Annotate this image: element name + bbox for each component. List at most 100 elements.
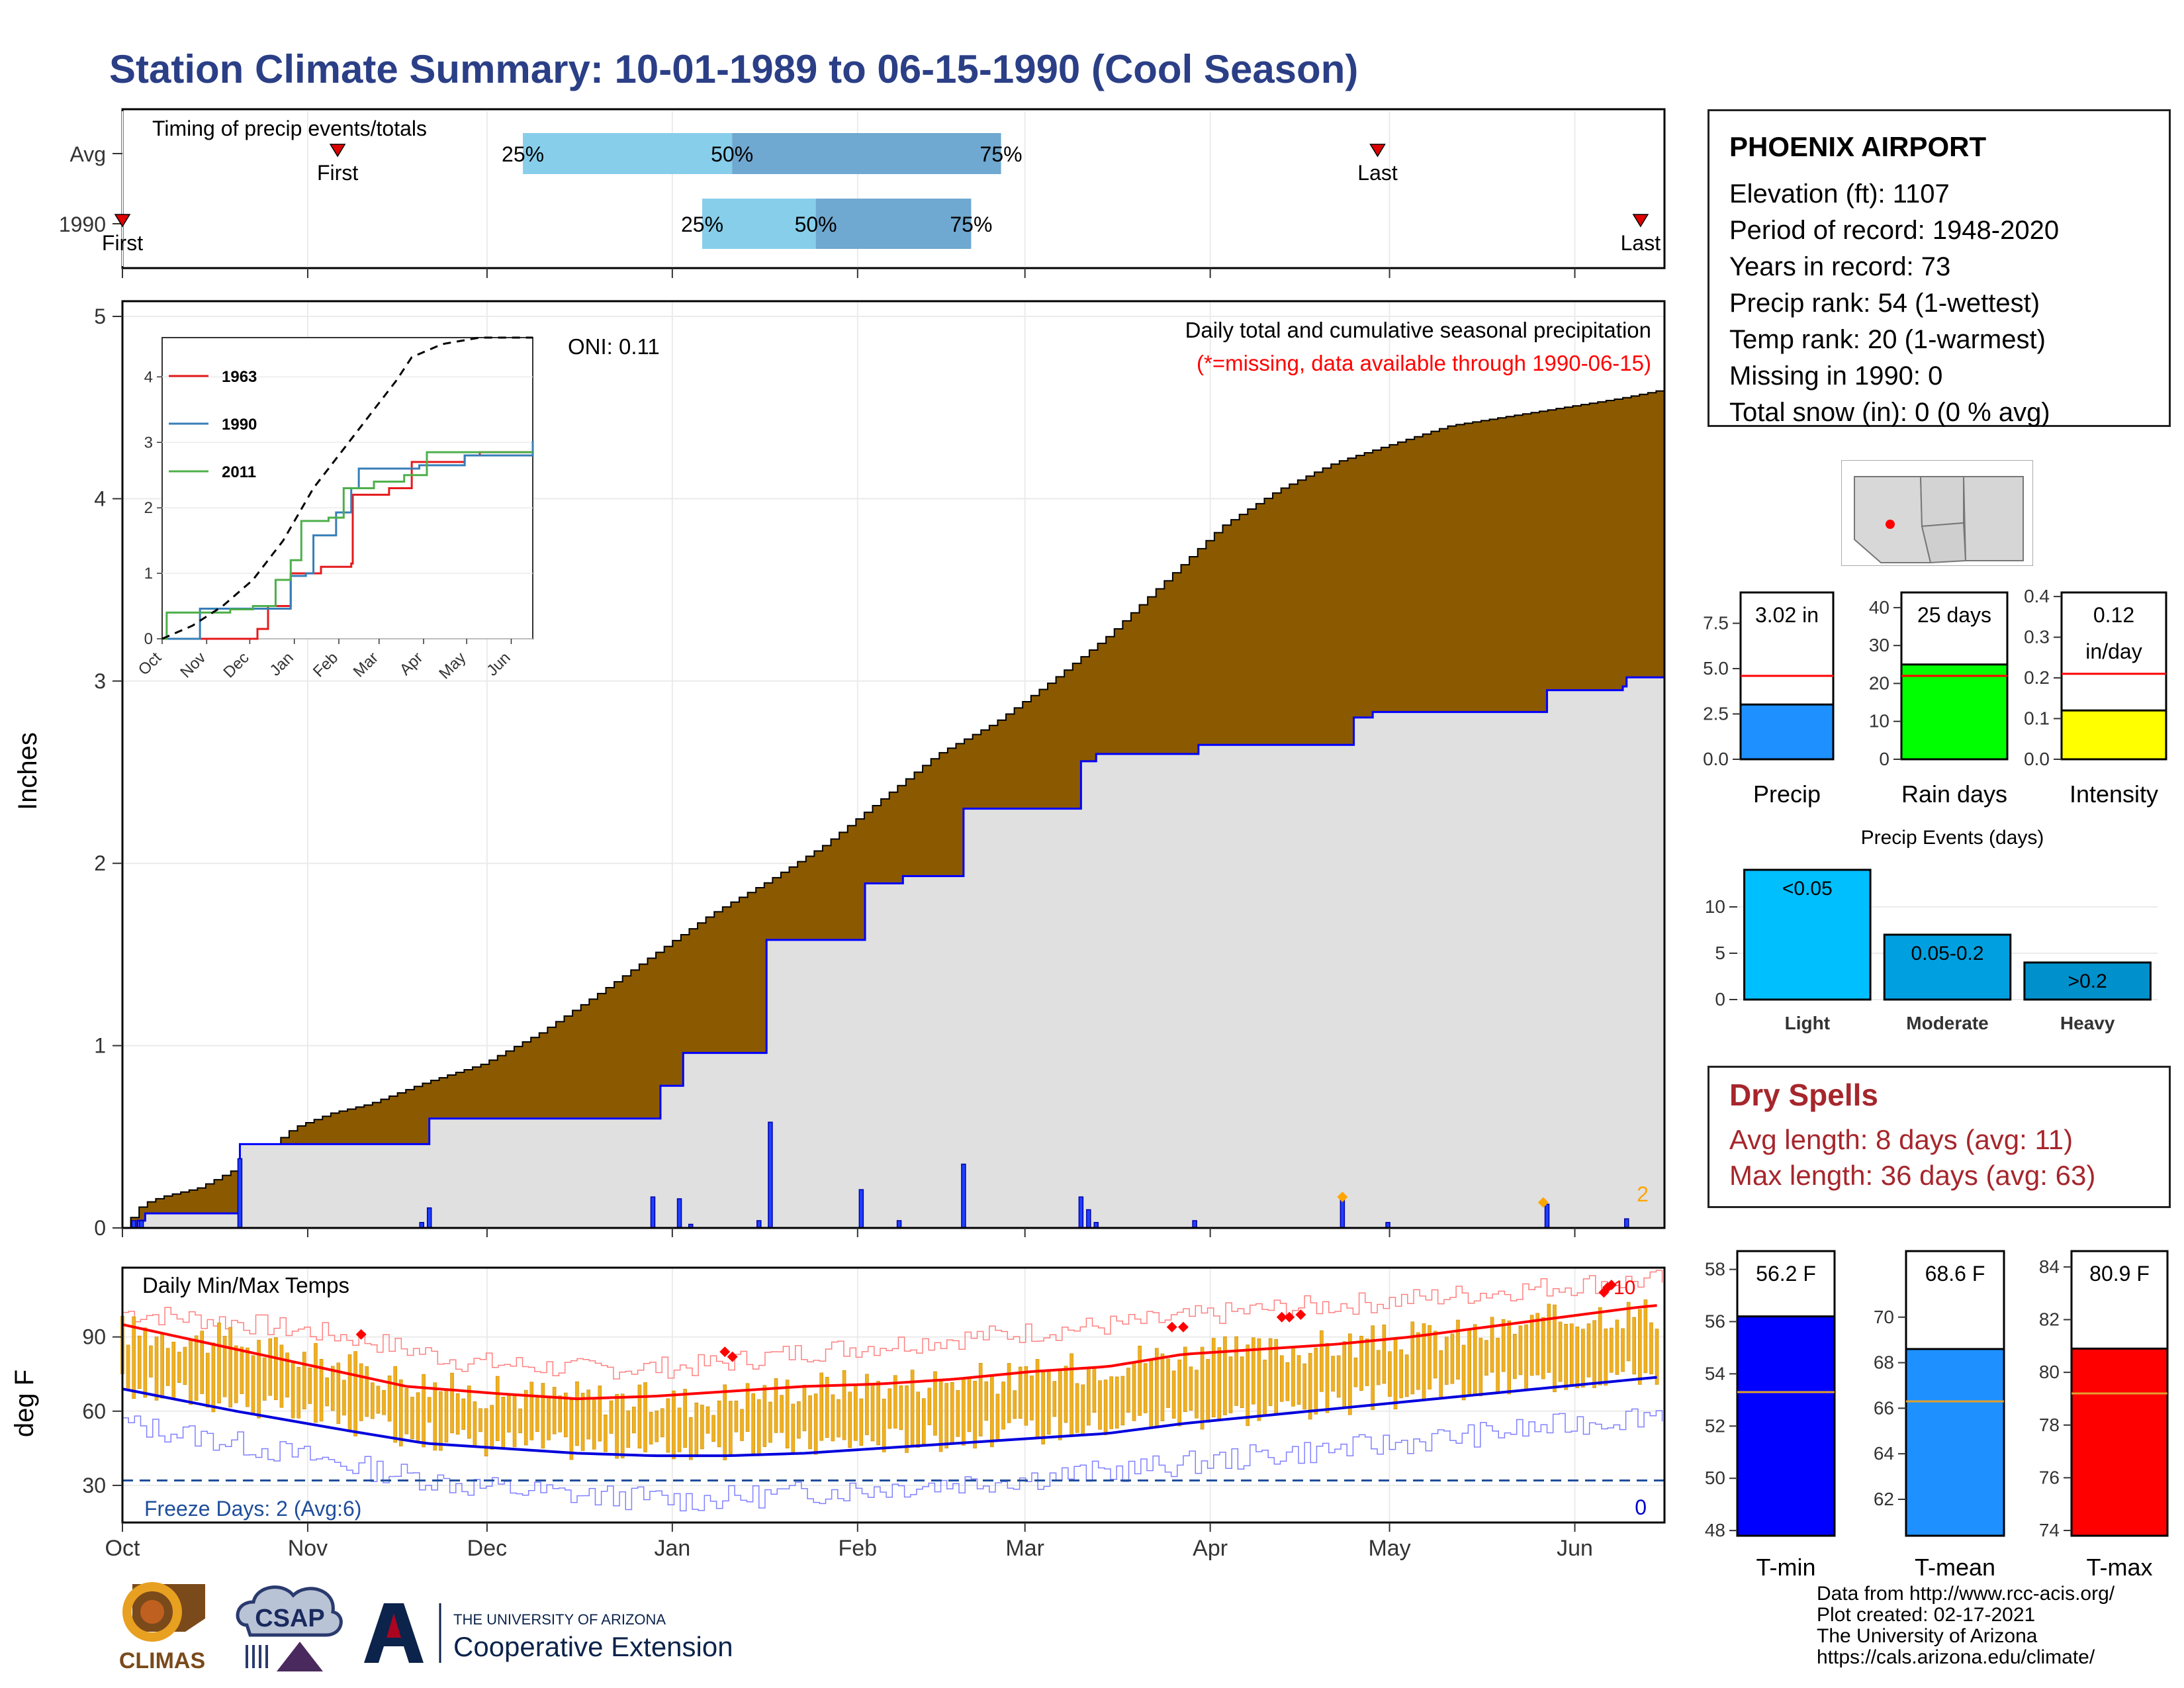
daily-temp-bar [382,1389,386,1415]
daily-temp-bar [1314,1347,1318,1415]
daily-temp-bar [547,1396,551,1440]
daily-temp-bar [1529,1315,1534,1376]
daily-temp-bar [234,1345,238,1403]
inset-series-line [161,336,533,640]
temp-summary-ytick-label: 58 [1705,1259,1725,1280]
csap-logo[interactable]: CSAP [230,1579,349,1678]
daily-temp-bar [342,1380,346,1416]
daily-temp-bar [1490,1317,1494,1373]
trace-marker [1537,1197,1549,1208]
precip-title: Daily total and cumulative seasonal prec… [1185,318,1651,342]
daily-temp-bar [347,1354,352,1432]
daily-temp-bar [1103,1380,1108,1436]
precip-ytick-label: 3 [94,669,106,693]
percentile-value-label: 25 days [1917,603,1991,627]
daily-temp-bar [444,1389,449,1443]
events-bar [1883,933,2012,1001]
daily-temp-bar [279,1344,284,1408]
daily-temp-bar [160,1333,164,1399]
percentile-name: Precip [1753,780,1821,808]
credit-data-source: Data from http://www.rcc-acis.org/ [1817,1583,2115,1605]
temp-summary-ytick-label: 78 [2039,1415,2060,1435]
daily-temp-bar [217,1322,221,1403]
daily-temp-bar [262,1357,267,1401]
daily-temp-bar [132,1316,136,1399]
climas-logo[interactable]: CLIMAS [106,1579,218,1675]
timing-title: Timing of precip events/totals [152,117,427,140]
station-period: Period of record: 1948-2020 [1729,216,2060,245]
daily-temp-bar [1416,1332,1420,1390]
daily-temp-bar [1206,1359,1210,1423]
daily-temp-bar [683,1389,687,1448]
daily-temp-bar [1223,1336,1227,1415]
credits: Data from http://www.rcc-acis.org/ Plot … [1817,1583,2115,1668]
daily-temp-bar [688,1417,693,1460]
daily-precip-bar [961,1163,966,1229]
daily-precip-bar [768,1121,773,1229]
temps-xtick-label: Jan [654,1536,690,1561]
daily-temp-bar [1348,1333,1352,1415]
daily-temp-bar [1297,1355,1301,1405]
daily-temp-bar [1547,1303,1551,1373]
station-info-box: PHOENIX AIRPORT Elevation (ft): 1107 Per… [1707,109,2171,427]
daily-temp-bar [672,1390,676,1460]
daily-temp-bar [893,1375,897,1429]
daily-temp-bar [962,1378,966,1446]
daily-precip-bar [1086,1209,1091,1229]
daily-temp-bar [626,1410,631,1448]
daily-temp-bar [1382,1325,1387,1384]
daily-temp-bar [177,1352,181,1383]
daily-temp-bar [785,1380,790,1448]
daily-temp-bar [552,1387,557,1434]
daily-temp-bar [1359,1336,1363,1391]
precip-ylabel: Inches [13,732,42,810]
inset-legend-label: 1963 [222,368,257,386]
daily-temp-bar [797,1401,801,1439]
temps-xtick-label: Nov [288,1536,328,1561]
daily-temp-bar [126,1344,130,1391]
daily-temp-bar [501,1396,506,1448]
temps-ytick-label: 60 [82,1399,106,1423]
daily-temp-bar [825,1377,829,1438]
timing-row-label: 1990 [59,212,106,236]
events-bar-label: 0.05-0.2 [1911,943,1983,964]
events-title: Precip Events (days) [1861,827,2044,849]
timing-panel: Timing of precip events/totals Avg 25% 50%… [59,108,1666,278]
daily-temp-bar [859,1398,864,1446]
daily-temp-bar [1234,1336,1238,1406]
temp-summary-ytick-label: 84 [2039,1256,2060,1277]
timing-row-label: Avg [69,142,106,166]
daily-precip-bar [676,1198,682,1229]
daily-temp-bar [615,1393,619,1459]
daily-precip-bar [131,1220,136,1229]
temp-summary-ytick-label: 76 [2039,1467,2060,1487]
daily-temp-bar [1615,1319,1619,1375]
daily-temp-bar [1246,1344,1250,1427]
daily-temp-bar [512,1394,517,1448]
daily-temp-bar [870,1383,875,1442]
daily-precip-bar [1624,1218,1629,1229]
daily-temp-bar [1399,1349,1403,1399]
events-ytick-label: 10 [1705,896,1725,917]
daily-temp-bar [222,1336,227,1397]
daily-temp-bar [1024,1366,1028,1426]
timing-first-label: First [317,161,358,185]
record-marker [1284,1311,1295,1323]
daily-temp-bar [643,1382,647,1452]
daily-temp-bar [393,1366,397,1443]
percentile-bar [1739,703,1835,761]
daily-temp-bar [751,1393,755,1454]
daily-temp-bar [1064,1366,1068,1423]
daily-temp-bar [1473,1324,1477,1394]
daily-temp-bar [427,1397,432,1423]
daily-temp-bar [1087,1368,1091,1426]
daily-temp-bar [762,1385,767,1447]
daily-temp-bar [791,1403,796,1454]
daily-temp-bar [1189,1366,1193,1411]
daily-temp-bar [1655,1329,1659,1385]
ua-extension-logo[interactable]: THE UNIVERSITY OF ARIZONA Cooperative Ex… [357,1597,754,1669]
daily-temp-bar [916,1391,921,1448]
temps-xtick-label: Apr [1193,1536,1228,1561]
daily-temp-bar [569,1399,574,1460]
